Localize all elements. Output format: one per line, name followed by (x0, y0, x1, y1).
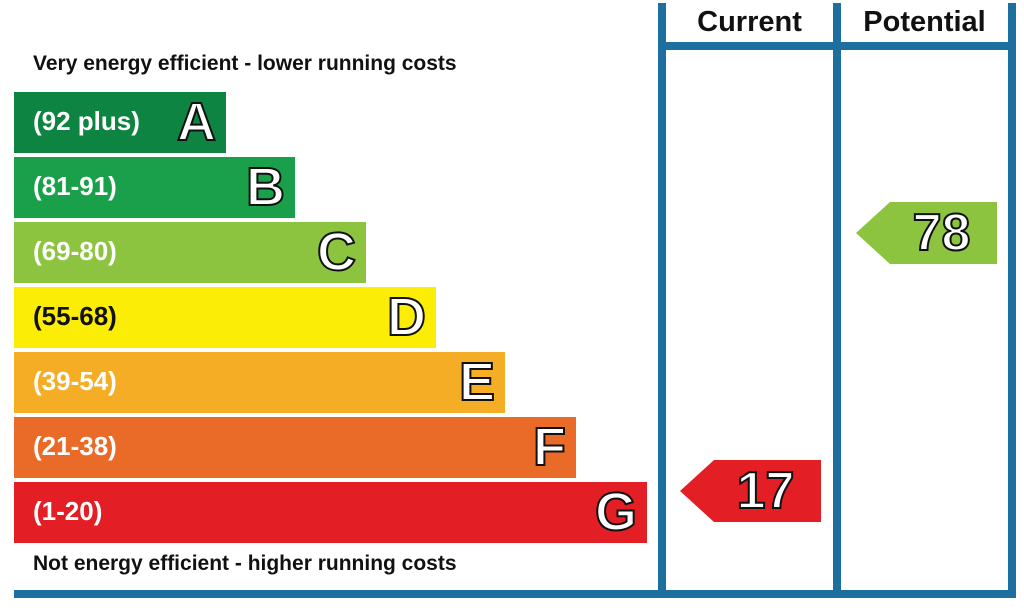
band-letter: C (316, 221, 357, 283)
band-letter: A (176, 91, 217, 153)
band-range: (81-91) (33, 171, 117, 201)
band-letter: G (594, 481, 638, 543)
band-range: (92 plus) (33, 106, 140, 136)
potential-rating-arrow: 78 (856, 202, 997, 264)
band-range: (1-20) (33, 496, 103, 526)
current-arrow-shape (680, 460, 821, 522)
band-letter: E (458, 351, 496, 413)
band-a: (92 plus) A (14, 91, 226, 153)
potential-header: Potential (863, 6, 986, 38)
band-letter: B (245, 156, 286, 218)
band-c: (69-80) C (14, 221, 366, 283)
band-b: (81-91) B (14, 156, 295, 218)
potential-arrow-shape (856, 202, 997, 264)
current-header: Current (697, 6, 802, 38)
band-d: (55-68) D (14, 286, 436, 348)
band-range: (69-80) (33, 236, 117, 266)
current-rating-arrow: 17 (680, 460, 821, 522)
divider-left (658, 3, 666, 593)
top-note: Very energy efficient - lower running co… (33, 52, 457, 75)
band-range: (39-54) (33, 366, 117, 396)
current-rating-value: 17 (736, 461, 796, 521)
bottom-border (14, 590, 1016, 598)
band-range: (55-68) (33, 301, 117, 331)
band-f: (21-38) F (14, 416, 576, 478)
band-g: (1-20) G (14, 481, 647, 543)
divider-right (1008, 3, 1016, 593)
potential-rating-value: 78 (912, 203, 972, 263)
divider-middle (833, 3, 841, 593)
band-e: (39-54) E (14, 351, 505, 413)
header-divider (658, 42, 1016, 50)
band-range: (21-38) (33, 431, 117, 461)
band-letter: D (386, 286, 427, 348)
band-letter: F (532, 416, 567, 478)
bottom-note: Not energy efficient - higher running co… (33, 552, 457, 575)
